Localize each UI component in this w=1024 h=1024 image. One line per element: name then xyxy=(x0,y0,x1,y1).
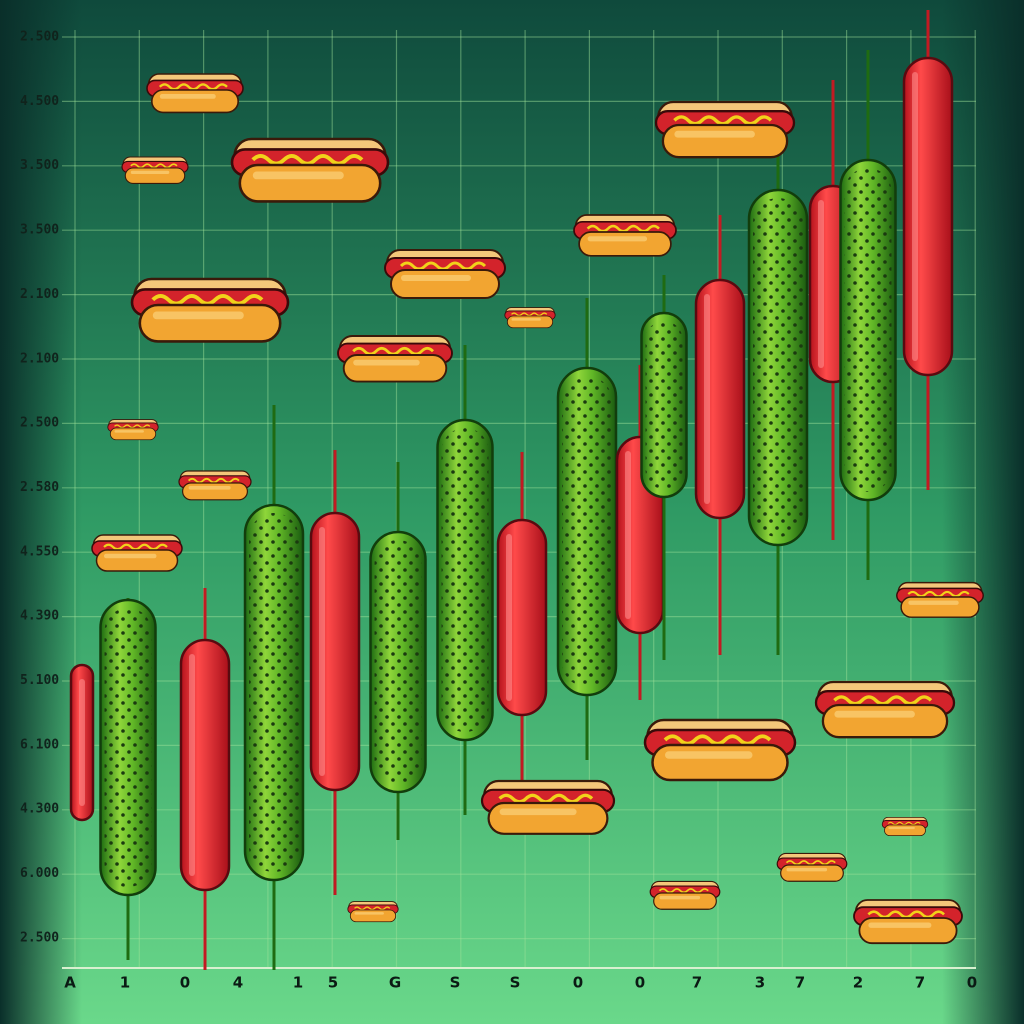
sausage-candle xyxy=(309,450,361,895)
pickle-candle xyxy=(436,345,494,815)
x-axis-label: 0 xyxy=(967,974,977,992)
hotdog xyxy=(347,900,399,923)
pickle-candle xyxy=(556,298,618,760)
sausage-candle xyxy=(69,663,95,822)
y-axis-label: 6.100 xyxy=(20,737,59,752)
x-axis-label: 7 xyxy=(692,974,702,992)
x-axis-label: 2 xyxy=(853,974,863,992)
hotdog xyxy=(881,816,929,837)
x-axis-label: 4 xyxy=(233,974,243,992)
y-axis-label: 2.580 xyxy=(20,480,59,495)
y-axis-label: 4.300 xyxy=(20,802,59,817)
y-axis-label: 2.500 xyxy=(20,930,59,945)
pickle-candle xyxy=(243,405,305,970)
candle-body xyxy=(179,638,231,892)
hotdog xyxy=(107,418,159,441)
hotdog xyxy=(572,213,678,258)
x-axis-label: 0 xyxy=(635,974,645,992)
x-axis-label: 0 xyxy=(573,974,583,992)
y-axis-label: 4.390 xyxy=(20,609,59,624)
pickle-candle xyxy=(640,275,688,660)
candle-body xyxy=(496,518,548,717)
pickle-bumps xyxy=(104,608,152,887)
pickle-candle xyxy=(747,125,809,655)
hotdog xyxy=(776,852,848,883)
hotdog xyxy=(643,718,797,782)
sausage-candle xyxy=(496,452,548,785)
candles xyxy=(69,10,954,970)
x-axis-label: S xyxy=(510,974,521,992)
highlight xyxy=(625,451,631,619)
sausage-candle xyxy=(902,10,954,490)
hotdog xyxy=(504,306,556,329)
sausage-candle xyxy=(179,588,231,970)
y-axis-label: 2.500 xyxy=(20,30,59,45)
sausage-candle xyxy=(694,215,746,655)
pickle-bumps xyxy=(249,513,299,872)
x-axis-label: A xyxy=(64,974,76,992)
pickle-bumps xyxy=(441,428,489,732)
hotdog xyxy=(383,248,507,300)
highlight xyxy=(818,200,824,368)
y-axis-label: 5.100 xyxy=(20,673,59,688)
pickle-bumps xyxy=(645,321,683,489)
pickle-candle xyxy=(369,462,427,840)
hotdog xyxy=(852,898,964,945)
x-axis-label: 5 xyxy=(328,974,338,992)
highlight xyxy=(79,679,85,806)
hotdog xyxy=(649,880,721,911)
x-axis-label: G xyxy=(389,974,401,992)
hotdog xyxy=(480,779,616,836)
y-axis-label: 4.550 xyxy=(20,544,59,559)
hotdog xyxy=(130,277,290,344)
hotdog xyxy=(145,72,245,114)
highlight xyxy=(704,294,710,504)
hotdog xyxy=(895,581,985,619)
candle-body xyxy=(902,56,954,377)
hotdog xyxy=(90,533,184,573)
hotdog xyxy=(121,156,189,185)
hotdog xyxy=(654,100,796,159)
highlight xyxy=(912,72,918,361)
x-axis-label: 1 xyxy=(293,974,303,992)
y-axis-label: 2.100 xyxy=(20,351,59,366)
x-axis-label: 3 xyxy=(755,974,765,992)
hotdog xyxy=(178,470,252,501)
hotdog xyxy=(336,334,454,384)
y-axis-label: 2.500 xyxy=(20,416,59,431)
pickle-bumps xyxy=(374,540,422,784)
y-axis-label: 3.500 xyxy=(20,223,59,238)
pickle-bumps xyxy=(562,376,612,687)
pickle-candle xyxy=(99,598,157,960)
highlight xyxy=(319,527,325,776)
y-axis-label: 4.500 xyxy=(20,94,59,109)
highlight xyxy=(189,654,195,876)
hotdog xyxy=(814,680,956,739)
hotdog xyxy=(230,137,390,204)
candle-body xyxy=(309,511,361,792)
highlight xyxy=(506,534,512,701)
x-axis-label: 7 xyxy=(915,974,925,992)
x-axis-label: 0 xyxy=(180,974,190,992)
pickle-candle xyxy=(839,50,897,580)
candle-body xyxy=(694,278,746,520)
x-axis-label: 7 xyxy=(795,974,805,992)
pickle-bumps xyxy=(753,198,803,537)
axis-labels: 2.500 4.500 3.500 3.500 2.100 2.100 2.500 2.580… xyxy=(20,30,977,992)
pickle-bumps xyxy=(844,168,892,492)
x-axis-label: S xyxy=(450,974,461,992)
x-axis-label: 1 xyxy=(120,974,130,992)
y-axis-label: 6.000 xyxy=(20,866,59,881)
y-axis-label: 2.100 xyxy=(20,287,59,302)
y-axis-label: 3.500 xyxy=(20,158,59,173)
